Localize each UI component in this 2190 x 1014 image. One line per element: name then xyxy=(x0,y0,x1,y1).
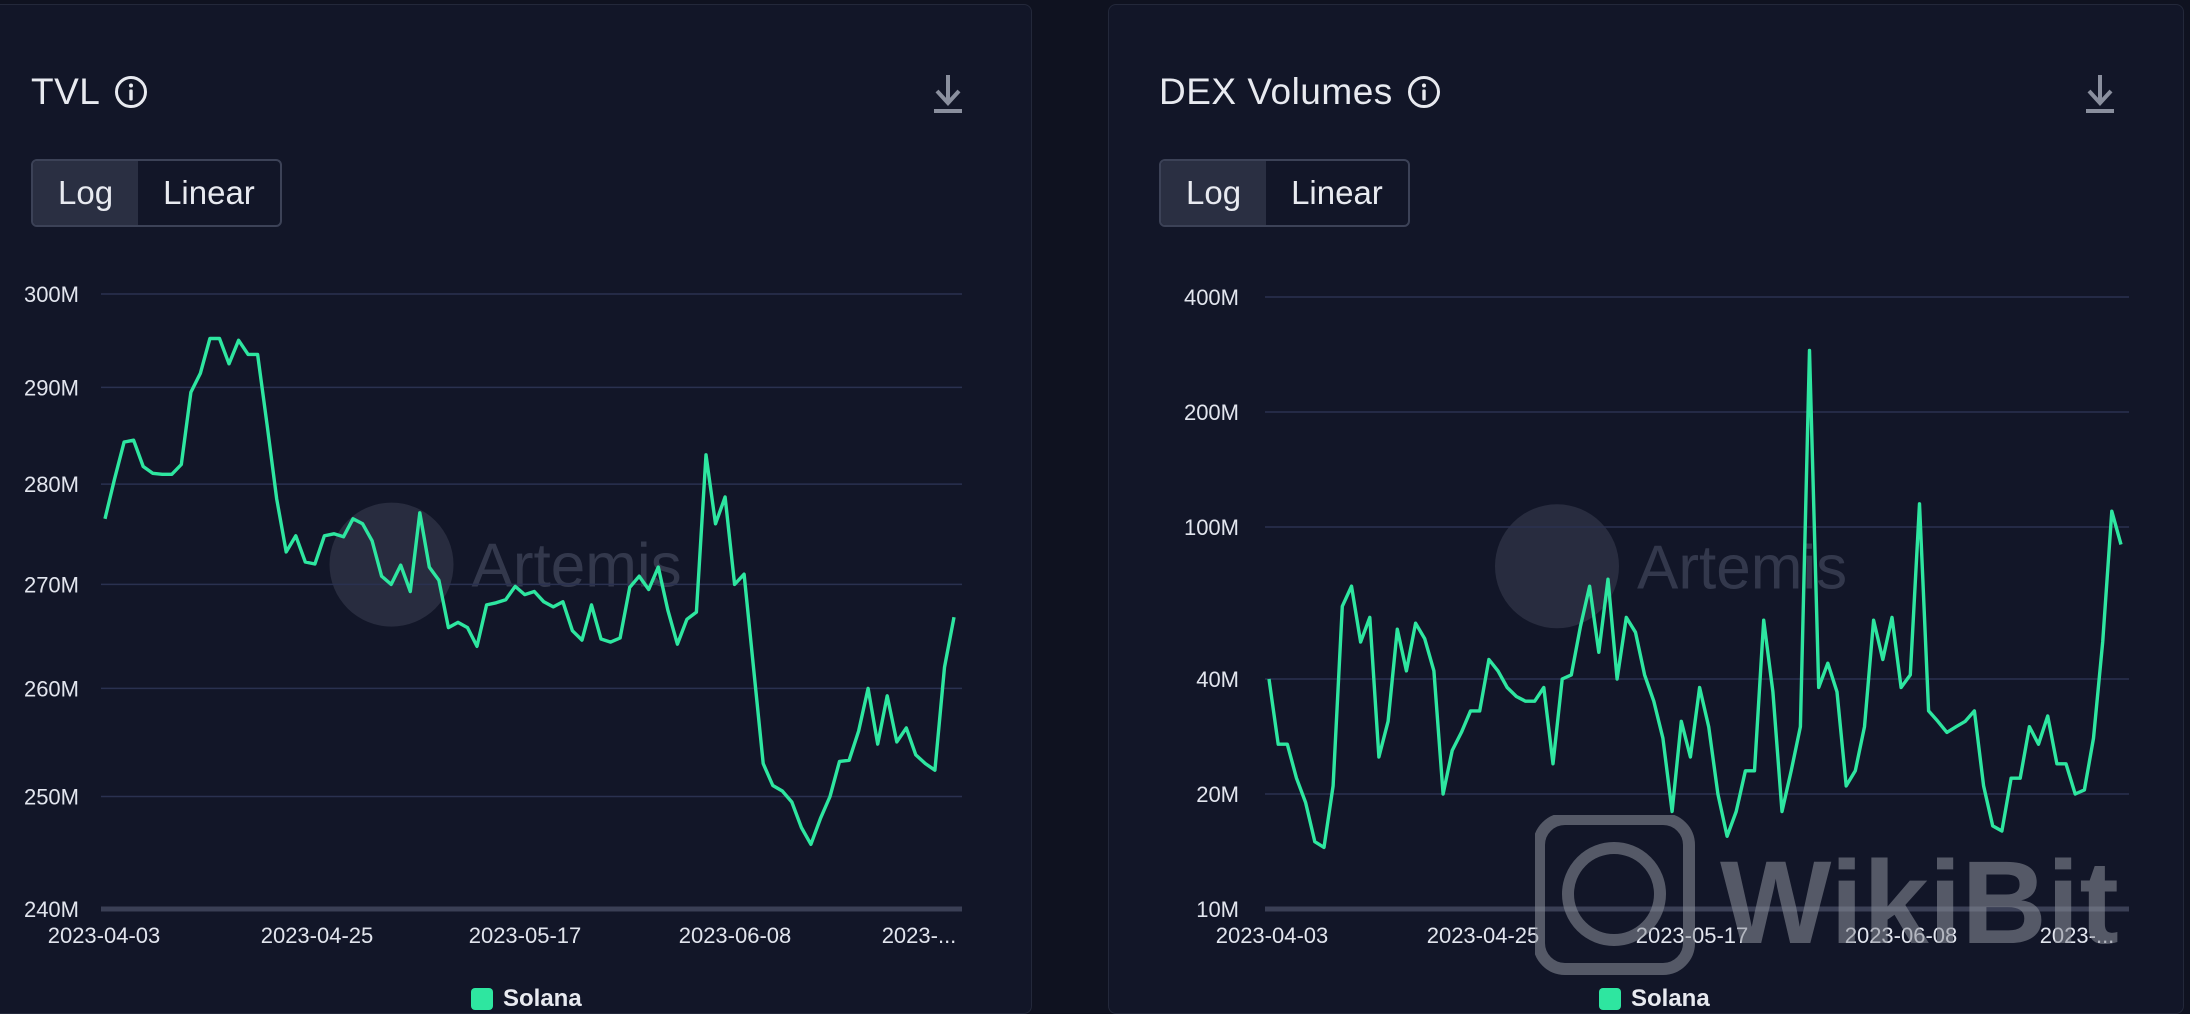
y-tick-label: 250M xyxy=(24,784,79,809)
dex-volumes-panel: DEX Volumes Log Linear Artemis 10M 20M 40M 1… xyxy=(1108,4,2184,1014)
artemis-logo-icon xyxy=(1495,504,1619,629)
y-tick-label: 40M xyxy=(1196,667,1239,692)
scale-toggle: Log Linear xyxy=(31,159,282,227)
tvl-panel: TVL Log Linear Artemis 240M 250M 260M 270M 28… xyxy=(0,4,1032,1014)
linear-toggle-button[interactable]: Linear xyxy=(1291,174,1383,211)
info-icon[interactable] xyxy=(1407,75,1441,109)
dex-volumes-chart: Artemis 10M 20M 40M 100M 200M 400M 2023-04-03 20… xyxy=(1184,285,2129,948)
legend[interactable]: Solana xyxy=(471,985,582,1013)
x-tick-label: 2023-06-08 xyxy=(1845,923,1958,948)
tvl-title-row: TVL xyxy=(31,71,148,113)
x-tick-label: 2023-04-03 xyxy=(1216,923,1329,948)
artemis-logo-icon xyxy=(329,502,454,627)
wikibit-watermark: WikiBit xyxy=(1535,815,2119,975)
download-icon[interactable] xyxy=(2083,73,2117,117)
linear-toggle-button[interactable]: Linear xyxy=(163,174,255,211)
legend-label: Solana xyxy=(1631,985,1710,1012)
info-icon[interactable] xyxy=(114,75,148,109)
x-tick-label: 2023-... xyxy=(882,923,957,948)
legend-label: Solana xyxy=(503,985,582,1012)
x-tick-label: 2023-06-08 xyxy=(679,923,792,948)
x-tick-label: 2023-04-03 xyxy=(48,923,161,948)
dex-title-row: DEX Volumes xyxy=(1159,71,1441,113)
dex-title: DEX Volumes xyxy=(1159,71,1393,112)
scale-toggle: Log Linear xyxy=(1159,159,1410,227)
legend[interactable]: Solana xyxy=(1599,985,1710,1013)
y-tick-label: 20M xyxy=(1196,782,1239,807)
download-icon[interactable] xyxy=(931,73,965,117)
x-tick-label: 2023-... xyxy=(2040,923,2115,948)
x-tick-label: 2023-04-25 xyxy=(1427,923,1540,948)
series-line-solana xyxy=(1267,348,2123,850)
tvl-title: TVL xyxy=(31,71,101,112)
y-tick-label: 10M xyxy=(1196,897,1239,922)
legend-swatch xyxy=(471,988,493,1010)
x-tick-label: 2023-05-17 xyxy=(469,923,582,948)
artemis-watermark: Artemis xyxy=(1637,533,1847,602)
y-tick-label: 240M xyxy=(24,897,79,922)
y-tick-label: 270M xyxy=(24,572,79,597)
y-tick-label: 260M xyxy=(24,676,79,701)
log-toggle-button[interactable]: Log xyxy=(1161,161,1267,225)
y-tick-label: 300M xyxy=(24,282,79,307)
y-tick-label: 280M xyxy=(24,472,79,497)
log-toggle-button[interactable]: Log xyxy=(33,161,139,225)
y-tick-label: 100M xyxy=(1184,515,1239,540)
y-tick-label: 200M xyxy=(1184,400,1239,425)
series-line-solana xyxy=(103,336,956,846)
x-tick-label: 2023-04-25 xyxy=(261,923,374,948)
tvl-chart: Artemis240M250M260M270M280M290M300M2023-… xyxy=(24,282,962,948)
legend-swatch xyxy=(1599,988,1621,1010)
y-tick-label: 400M xyxy=(1184,285,1239,310)
y-tick-label: 290M xyxy=(24,375,79,400)
wikibit-text: WikiBit xyxy=(1720,837,2119,969)
